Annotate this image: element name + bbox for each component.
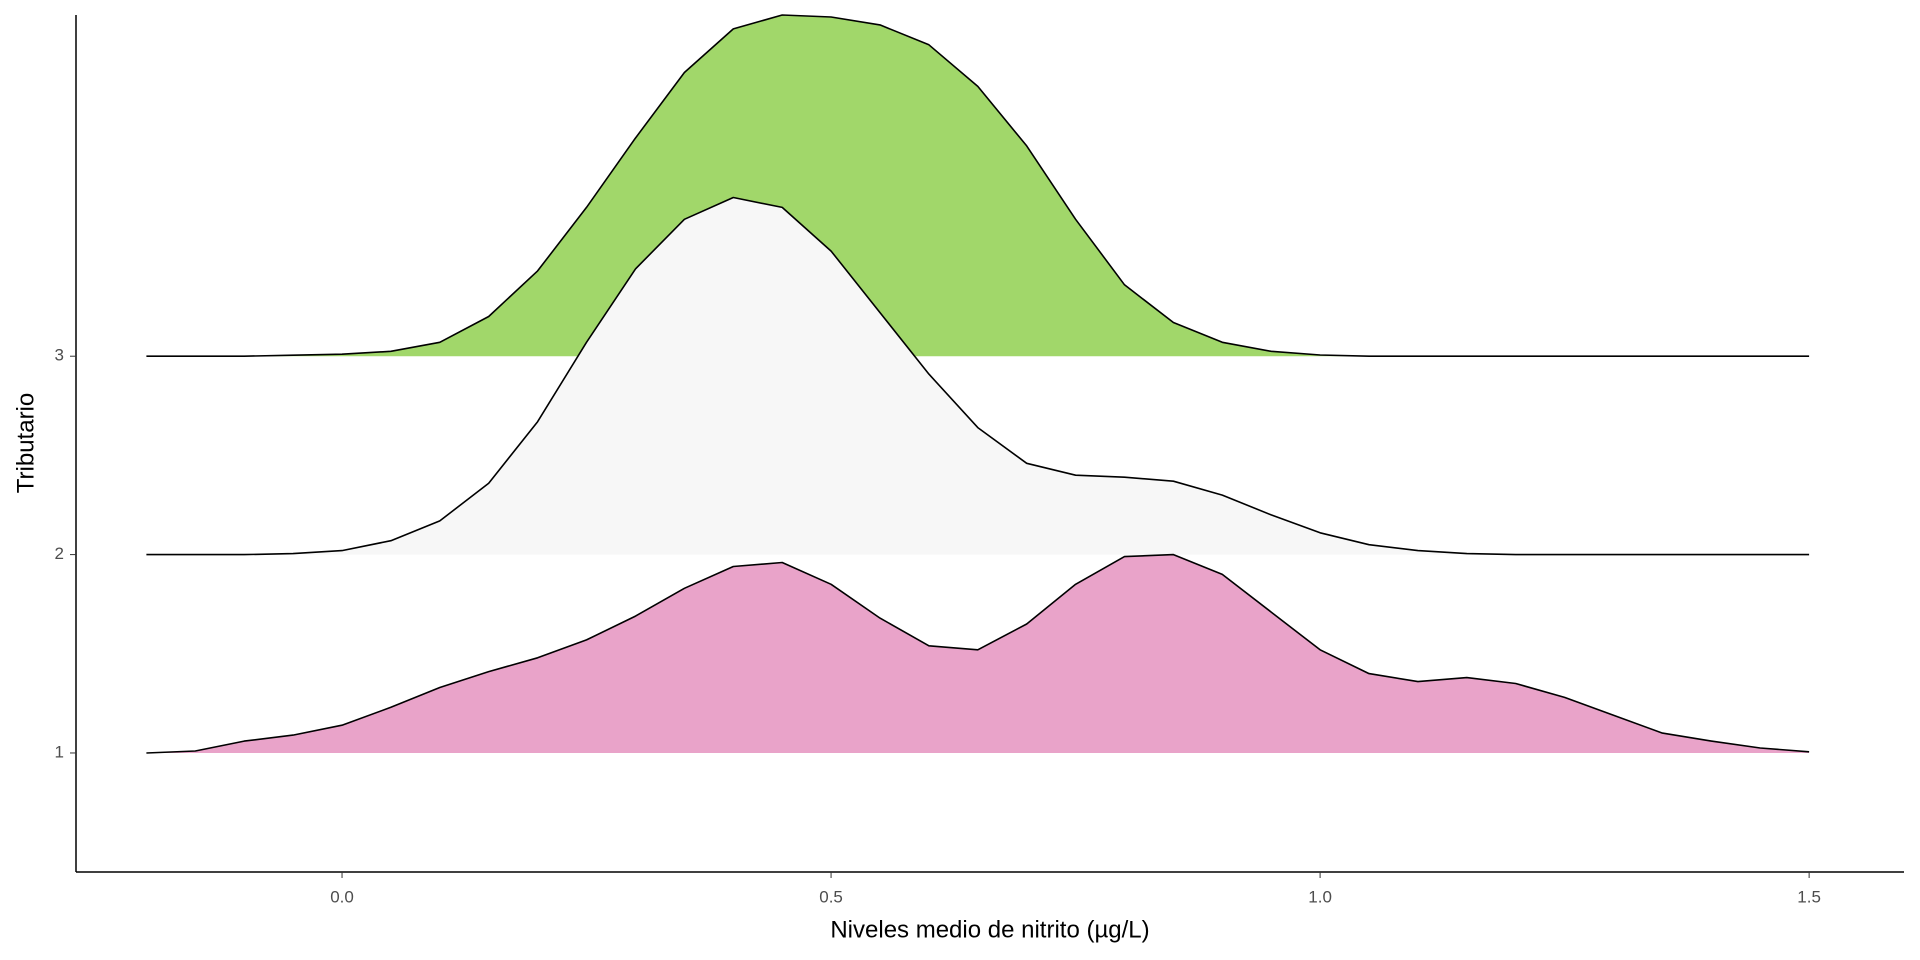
y-tick-label: 2 (55, 544, 64, 563)
x-tick-label: 1.0 (1308, 887, 1332, 906)
ridge-line (146, 196, 1810, 556)
y-tick-label: 1 (55, 742, 64, 761)
x-tick-label: 0.0 (330, 887, 354, 906)
x-tick-label: 0.5 (819, 887, 843, 906)
x-axis-title: Niveles medio de nitrito (µg/L) (830, 916, 1149, 943)
x-tick-label: 1.5 (1797, 887, 1821, 906)
y-axis-title: Tributario (12, 393, 39, 493)
ridge-area (146, 554, 1810, 753)
y-tick-label: 3 (55, 346, 64, 365)
ridge-line (146, 553, 1810, 754)
ridge-line (146, 14, 1810, 357)
ridge-area (146, 15, 1810, 357)
ridge-area (146, 197, 1810, 555)
